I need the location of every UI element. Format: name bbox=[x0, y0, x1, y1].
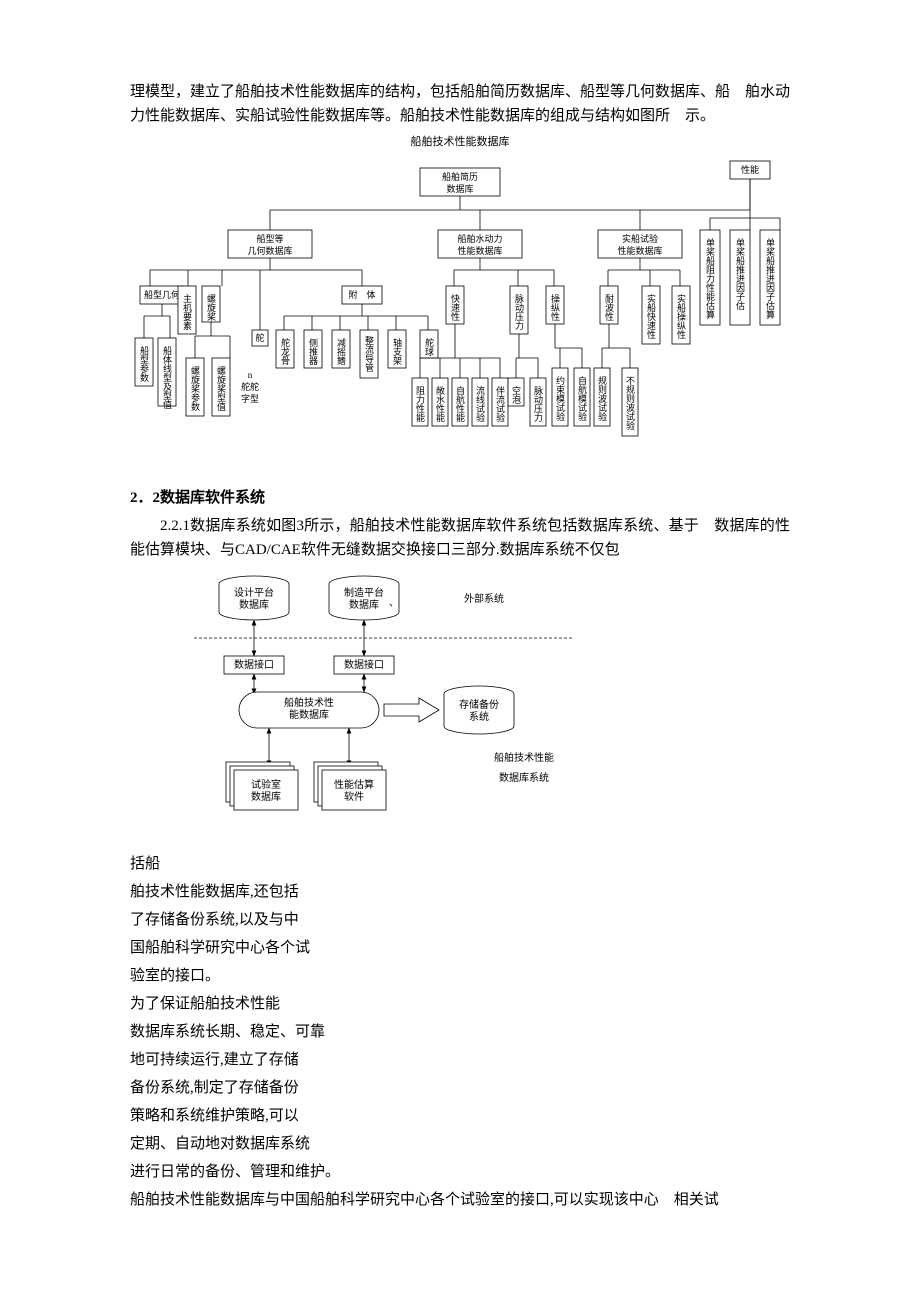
svg-text:系统: 系统 bbox=[469, 710, 489, 723]
svg-text:减摇鳍: 减摇鳍 bbox=[336, 337, 346, 366]
svg-text:船舶技术性: 船舶技术性 bbox=[284, 696, 334, 709]
svg-text:阻力性能: 阻力性能 bbox=[415, 386, 425, 423]
line-3: 国船舶科学研究中心各个试 bbox=[130, 936, 790, 960]
svg-text:试验室: 试验室 bbox=[251, 778, 281, 791]
line-6: 数据库系统长期、稳定、可靠 bbox=[130, 1020, 790, 1044]
svg-text:侧推器: 侧推器 bbox=[308, 337, 318, 365]
tree-diagram-container: 船舶简历数据库 船型等几何数据库 船舶水动力性能数据库 实船试验性能数据库 bbox=[130, 158, 790, 478]
diagram1-title: 船舶技术性能数据库 bbox=[130, 134, 790, 152]
svg-text:脉动压力: 脉动压力 bbox=[533, 385, 543, 423]
svg-text:敞水性能: 敞水性能 bbox=[435, 385, 445, 423]
svg-text:n: n bbox=[248, 370, 253, 380]
svg-text:舵舵: 舵舵 bbox=[241, 381, 259, 392]
line-10: 定期、自动地对数据库系统 bbox=[130, 1132, 790, 1156]
svg-text:螺旋桨: 螺旋桨 bbox=[206, 294, 216, 322]
svg-text:脉动压力: 脉动压力 bbox=[514, 293, 524, 331]
line-7: 地可持续运行,建立了存储 bbox=[130, 1048, 790, 1072]
line-11: 进行日常的备份、管理和维护。 bbox=[130, 1160, 790, 1184]
line-9: 策略和系统维护策略,可以 bbox=[130, 1104, 790, 1128]
svg-text:舵球: 舵球 bbox=[424, 337, 434, 356]
section-2-2-1-text: 2.2.1数据库系统如图3所示，船舶技术性能数据库软件系统包括数据库系统、基于 … bbox=[130, 514, 790, 562]
svg-text:性能估算: 性能估算 bbox=[334, 778, 374, 791]
svg-text:数据接口: 数据接口 bbox=[234, 658, 274, 671]
line-0: 括船 bbox=[130, 852, 790, 876]
svg-text:能数据库: 能数据库 bbox=[289, 708, 329, 721]
svg-text:船型几何: 船型几何 bbox=[144, 289, 180, 300]
svg-text:耐波性: 耐波性 bbox=[604, 293, 614, 322]
svg-text:软件: 软件 bbox=[344, 790, 364, 803]
svg-text:、: 、 bbox=[389, 598, 399, 609]
line-5: 为了保证船舶技术性能 bbox=[130, 992, 790, 1016]
svg-text:操纵性: 操纵性 bbox=[550, 293, 560, 322]
flow-diagram-container: 设计平台 数据库 制造平台 数据库 、 外部系统 数 bbox=[194, 566, 790, 844]
svg-text:船体线型及型值: 船体线型及型值 bbox=[162, 345, 172, 409]
svg-text:实船操纵性: 实船操纵性 bbox=[676, 293, 686, 340]
line-12: 船舶技术性能数据库与中国船舶科学研究中心各个试验室的接口,可以实现该中心 相关试 bbox=[130, 1188, 790, 1212]
svg-text:轴支架: 轴支架 bbox=[392, 337, 402, 366]
svg-text:存储备份: 存储备份 bbox=[459, 698, 499, 711]
svg-text:约束模试验: 约束模试验 bbox=[555, 375, 565, 422]
svg-text:数据库: 数据库 bbox=[349, 598, 379, 611]
section-2-2-title: 2．2数据库软件系统 bbox=[130, 486, 790, 510]
svg-text:整流导管: 整流导管 bbox=[364, 335, 374, 372]
svg-text:性能: 性能 bbox=[741, 164, 759, 175]
svg-text:单桨船阻力性能估算: 单桨船阻力性能估算 bbox=[705, 237, 715, 320]
svg-text:自航模试验: 自航模试验 bbox=[577, 375, 587, 422]
svg-text:快速性: 快速性 bbox=[450, 293, 460, 322]
svg-text:不规则波试验: 不规则波试验 bbox=[625, 376, 635, 431]
tree-root-l2: 数据库 bbox=[446, 183, 473, 194]
svg-text:数据库: 数据库 bbox=[239, 598, 269, 611]
svg-text:制造平台: 制造平台 bbox=[344, 586, 384, 599]
svg-text:单桨船推进因子估: 单桨船推进因子估 bbox=[735, 237, 745, 311]
line-2: 了存储备份系统,以及与中 bbox=[130, 908, 790, 932]
svg-text:设计平台: 设计平台 bbox=[234, 586, 274, 599]
svg-text:舵: 舵 bbox=[255, 332, 264, 343]
line-1: 舶技术性能数据库,还包括 bbox=[130, 880, 790, 904]
continuation-text-block: 括船 舶技术性能数据库,还包括 了存储备份系统,以及与中 国船舶科学研究中心各个… bbox=[130, 852, 790, 1212]
flow-diagram: 设计平台 数据库 制造平台 数据库 、 外部系统 数 bbox=[194, 566, 574, 844]
line-8: 备份系统,制定了存储备份 bbox=[130, 1076, 790, 1100]
tree-diagram: 船舶简历数据库 船型等几何数据库 船舶水动力性能数据库 实船试验性能数据库 bbox=[130, 158, 790, 478]
external-label: 外部系统 bbox=[464, 592, 504, 605]
svg-text:规则波试验: 规则波试验 bbox=[597, 376, 607, 422]
svg-text:自航性能: 自航性能 bbox=[455, 385, 465, 423]
svg-text:单桨船推进因子估算: 单桨船推进因子估算 bbox=[765, 237, 775, 320]
svg-text:舵龙骨: 舵龙骨 bbox=[280, 337, 290, 365]
line-4: 验室的接口。 bbox=[130, 964, 790, 988]
svg-text:螺旋桨型值: 螺旋桨型值 bbox=[216, 366, 226, 411]
intro-paragraph: 理模型，建立了船舶技术性能数据库的结构，包括船舶简历数据库、船型等几何数据库、船… bbox=[130, 80, 790, 128]
document-page: 理模型，建立了船舶技术性能数据库的结构，包括船舶简历数据库、船型等几何数据库、船… bbox=[0, 0, 920, 1256]
svg-text:船型参数: 船型参数 bbox=[139, 345, 149, 383]
svg-text:字型: 字型 bbox=[241, 393, 259, 404]
svg-text:伴流试验: 伴流试验 bbox=[495, 385, 505, 423]
svg-text:空泡: 空泡 bbox=[511, 385, 521, 404]
svg-text:螺旋桨参数: 螺旋桨参数 bbox=[190, 366, 200, 412]
svg-text:数据接口: 数据接口 bbox=[344, 658, 384, 671]
svg-text:附 体: 附 体 bbox=[348, 289, 375, 300]
svg-text:主机要素: 主机要素 bbox=[182, 293, 192, 330]
svg-text:实船快速性: 实船快速性 bbox=[646, 293, 656, 340]
tree-root-l1: 船舶简历 bbox=[442, 171, 478, 182]
sys-label-2: 数据库系统 bbox=[499, 771, 549, 784]
svg-text:数据库: 数据库 bbox=[251, 790, 281, 803]
sys-label-1: 船舶技术性能 bbox=[494, 751, 554, 764]
svg-text:流线试验: 流线试验 bbox=[475, 385, 485, 423]
